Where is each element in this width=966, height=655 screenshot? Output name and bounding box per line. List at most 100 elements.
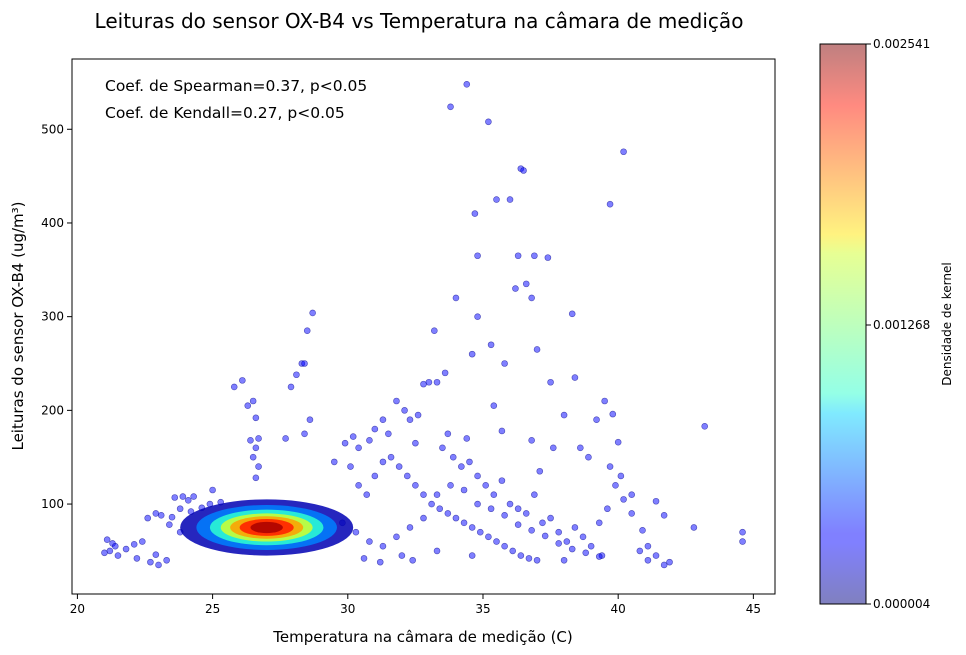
data-point (436, 505, 444, 513)
density-contour (250, 521, 283, 534)
data-point (452, 294, 460, 302)
data-point (485, 533, 492, 541)
data-point (514, 505, 522, 513)
data-point (393, 533, 400, 541)
data-point (301, 360, 308, 367)
data-point (652, 552, 660, 559)
x-tick-label: 40 (611, 602, 626, 616)
data-point (577, 444, 584, 452)
data-point (739, 528, 746, 536)
data-point (547, 378, 554, 386)
data-point (403, 472, 411, 480)
data-point (568, 310, 576, 318)
y-tick-label: 100 (41, 497, 64, 511)
data-point (379, 458, 387, 466)
x-tick-label: 20 (70, 602, 85, 616)
points-layer (101, 80, 746, 569)
data-point (601, 397, 608, 405)
data-point (147, 558, 154, 566)
data-point (101, 549, 108, 557)
data-point (482, 482, 489, 489)
data-point (660, 511, 668, 519)
data-point (579, 533, 587, 541)
data-point (560, 556, 568, 564)
data-point (593, 416, 600, 424)
data-point (433, 547, 441, 555)
data-point (639, 526, 646, 534)
data-point (133, 555, 141, 562)
data-point (349, 433, 357, 440)
data-point (563, 538, 571, 545)
data-point (360, 555, 368, 562)
data-point (103, 536, 111, 543)
data-point (249, 453, 257, 461)
data-point (501, 542, 508, 550)
data-point (487, 341, 495, 349)
data-point (509, 547, 517, 555)
y-tick-label: 200 (41, 403, 64, 417)
data-point (644, 542, 652, 550)
data-point (501, 511, 508, 519)
data-point (449, 453, 457, 461)
x-tick-label: 30 (340, 602, 355, 616)
x-tick-label: 35 (475, 602, 490, 616)
annotation-spearman: Coef. de Spearman=0.37, p<0.05 (105, 77, 367, 95)
colorbar-tick-label: 0.001268 (873, 318, 930, 332)
data-point (252, 414, 260, 422)
data-point (252, 474, 260, 482)
y-tick-label: 500 (41, 122, 64, 136)
colorbar-ticks: 0.002541 0.001268 0.000004 (866, 37, 930, 611)
data-point (144, 514, 152, 522)
data-point (476, 528, 484, 536)
data-point (466, 458, 473, 466)
data-point (447, 103, 454, 111)
data-point (490, 491, 498, 498)
data-point (660, 561, 668, 569)
data-point (444, 430, 452, 438)
density-layer (180, 499, 354, 556)
data-point (303, 327, 311, 335)
data-point (620, 496, 627, 503)
data-point (490, 402, 498, 409)
y-tick-label: 400 (41, 216, 64, 230)
data-point (628, 491, 635, 498)
data-point (409, 556, 416, 564)
x-axis-label: Temperatura na câmara de medição (C) (272, 628, 573, 646)
data-point (168, 513, 176, 521)
data-point (230, 383, 238, 391)
data-point (155, 561, 162, 569)
data-point (517, 552, 525, 559)
data-point (514, 252, 522, 260)
data-point (152, 510, 160, 517)
data-point (428, 500, 435, 508)
y-axis-ticks: 100 200 300 400 500 (41, 122, 72, 511)
data-point (536, 467, 544, 475)
data-point (544, 254, 552, 261)
data-point (439, 444, 446, 452)
data-point (106, 547, 114, 555)
data-point (355, 482, 362, 489)
data-point (452, 514, 460, 522)
data-point (111, 542, 119, 550)
data-point (433, 378, 441, 386)
data-point (701, 422, 709, 430)
data-point (414, 411, 422, 419)
data-point (420, 514, 427, 522)
data-point (522, 510, 530, 517)
data-point (528, 294, 535, 302)
data-point (282, 435, 289, 442)
colorbar-border (819, 43, 867, 605)
data-point (244, 402, 252, 409)
data-point (176, 505, 184, 513)
data-point (366, 538, 373, 545)
data-point (636, 547, 644, 555)
data-point (468, 350, 476, 358)
data-point (184, 497, 192, 504)
data-point (420, 491, 427, 498)
data-point (157, 511, 165, 519)
data-point (528, 526, 535, 534)
data-point (666, 558, 673, 566)
data-point (506, 196, 514, 203)
data-point (606, 200, 614, 208)
data-point (352, 528, 360, 536)
